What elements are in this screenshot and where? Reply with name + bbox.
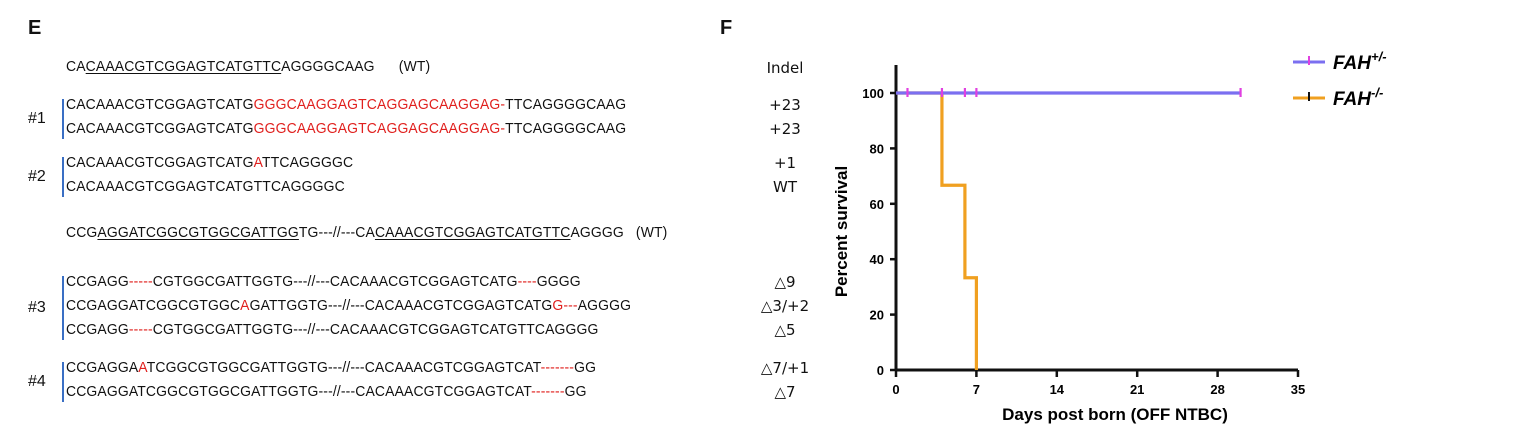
sequence-segment: GGGCAAGGAGTCAGGAGCAAGGAG- (253, 120, 506, 137)
sequence-segment: AGGGG (577, 297, 632, 314)
reference-sequence-1: CACAAACGTCGGAGTCATGTTCAGGGGCAAG (WT) (66, 58, 430, 75)
sequence-segment: TCGGCGTGGCGATTGGTG---//---CACAAACGTCGGAG… (146, 359, 541, 376)
y-tick-label: 100 (862, 86, 884, 101)
y-tick-label: 40 (870, 252, 884, 267)
indel-value: △7/+1 (760, 359, 810, 377)
allele-sequence: CCGAGGATCGGCGTGGCGATTGGTG---//---CACAAAC… (66, 383, 587, 400)
sequence-segment: CACAAACGTCGGAGTCATG (66, 120, 254, 137)
indel-value: △7 (774, 383, 796, 401)
panel-label-f: F (720, 17, 733, 39)
sequence-segment: CGTGGCGATTGGTG---//---CACAAACGTCGGAGTCAT… (152, 273, 518, 290)
sequence-segment: AGGGGCAAG (281, 58, 375, 75)
clone-label: #4 (28, 373, 46, 390)
sequence-segment: CACAAACGTCGGAGTCATG (66, 154, 254, 171)
sequence-segment: A (138, 359, 147, 376)
clone-bracket (62, 276, 64, 340)
sequence-segment: A (240, 297, 250, 314)
x-tick-label: 35 (1291, 382, 1305, 397)
allele-sequence: CACAAACGTCGGAGTCATGTTCAGGGGC (66, 178, 345, 195)
clone-label: #2 (28, 168, 46, 185)
x-tick-label: 14 (1050, 382, 1065, 397)
sequence-segment: ------- (540, 359, 575, 376)
sequence-segment: CAAACGTCGGAGTCATGTTC (85, 58, 282, 75)
sequence-segment: GGGG (536, 273, 581, 290)
y-tick-label: 0 (877, 363, 884, 378)
allele-sequence: CCGAGGATCGGCGTGGCAGATTGGTG---//---CACAAA… (66, 297, 631, 314)
sequence-segment: TTCAGGGGCAAG (505, 120, 627, 137)
sequence-segment: AGGATCGGCGTGGCGATTGG (97, 224, 299, 241)
sequence-segment: GATTGGTG---//---CACAAACGTCGGAGTCATG (249, 297, 553, 314)
sequence-segment: ---- (517, 273, 537, 290)
sequence-segment: CCGAGGA (66, 359, 139, 376)
sequence-segment: CCG (66, 224, 98, 241)
sequence-segment: GGGCAAGGAGTCAGGAGCAAGGAG- (253, 96, 506, 113)
allele-sequence: CACAAACGTCGGAGTCATGGGGCAAGGAGTCAGGAGCAAG… (66, 96, 626, 113)
legend-label: FAH-/- (1333, 85, 1383, 110)
legend-item-fah-het: FAH+/- (1293, 49, 1387, 74)
indel-value: △9 (774, 273, 796, 291)
allele-sequence: CCGAGG-----CGTGGCGATTGGTG---//---CACAAAC… (66, 273, 581, 290)
allele-sequence: CCGAGGAATCGGCGTGGCGATTGGTG---//---CACAAA… (66, 359, 596, 376)
y-tick-label: 20 (870, 308, 884, 323)
clone-label: #1 (28, 110, 46, 127)
sequence-segment: CACAAACGTCGGAGTCATG (66, 96, 254, 113)
allele-sequence: CACAAACGTCGGAGTCATGATTCAGGGGC (66, 154, 353, 171)
y-tick-label: 60 (870, 197, 884, 212)
indel-value: WT (773, 178, 797, 196)
sequence-segment: CCGAGG (66, 321, 129, 338)
reference-sequence-2: CCGAGGATCGGCGTGGCGATTGGTG---//---CACAAAC… (66, 224, 667, 241)
legend-label: FAH+/- (1333, 49, 1387, 74)
survival-chart: 0 20 40 60 80 100 0 7 14 21 28 35 Days post born (OF… (832, 49, 1387, 424)
sequence-segment: ----- (128, 321, 153, 338)
sequence-segment: CCGAGG (66, 273, 129, 290)
indel-value: △3/+2 (760, 297, 810, 315)
sequence-segment: CA (66, 58, 86, 75)
x-tick-label: 28 (1210, 382, 1224, 397)
indel-value: △5 (774, 321, 796, 339)
sequence-segment: ------- (531, 383, 565, 400)
sequence-segment: ----- (128, 273, 153, 290)
indel-header: Indel (766, 59, 804, 77)
clone-bracket (62, 362, 64, 402)
x-tick-label: 21 (1130, 382, 1144, 397)
indel-value: +23 (769, 120, 801, 138)
sequence-segment: G--- (552, 297, 578, 314)
panel-label-e: E (28, 17, 42, 39)
legend-item-fah-ko: FAH-/- (1293, 85, 1383, 110)
sequence-segment: CCGAGGATCGGCGTGGCGATTGGTG---//---CACAAAC… (66, 383, 532, 400)
x-tick-label: 0 (892, 382, 899, 397)
y-tick-label: 80 (870, 141, 884, 156)
x-tick-label: 7 (973, 382, 980, 397)
clone-label: #3 (28, 299, 46, 316)
allele-sequence: CACAAACGTCGGAGTCATGGGGCAAGGAGTCAGGAGCAAG… (66, 120, 626, 137)
indel-value: +23 (769, 96, 801, 114)
sequence-segment: GG (574, 359, 597, 376)
sequence-segment: CGTGGCGATTGGTG---//---CACAAACGTCGGAGTCAT… (152, 321, 599, 338)
indel-value: +1 (773, 154, 797, 172)
sequence-segment: CAAACGTCGGAGTCATGTTC (374, 224, 571, 241)
sequence-segment: (WT) (374, 58, 431, 75)
allele-sequence: CCGAGG-----CGTGGCGATTGGTG---//---CACAAAC… (66, 321, 599, 338)
sequence-segment: TTCAGGGGC (262, 154, 354, 171)
sequence-segment: GG (564, 383, 587, 400)
sequence-segment: TTCAGGGGCAAG (505, 96, 627, 113)
sequence-segment: CACAAACGTCGGAGTCATGTTCAGGGGC (66, 178, 345, 195)
sequence-segment: TG---//---CA (298, 224, 375, 241)
clone-bracket (62, 157, 64, 197)
clone-bracket (62, 99, 64, 139)
sequence-segment: CCGAGGATCGGCGTGGC (66, 297, 241, 314)
sequence-segment: AGGGG (WT) (570, 224, 668, 241)
sequence-segment: A (253, 154, 263, 171)
x-axis-label: Days post born (OFF NTBC) (1002, 405, 1228, 424)
series-line-fah-ko (896, 91, 978, 370)
y-axis-label: Percent survival (832, 166, 851, 297)
